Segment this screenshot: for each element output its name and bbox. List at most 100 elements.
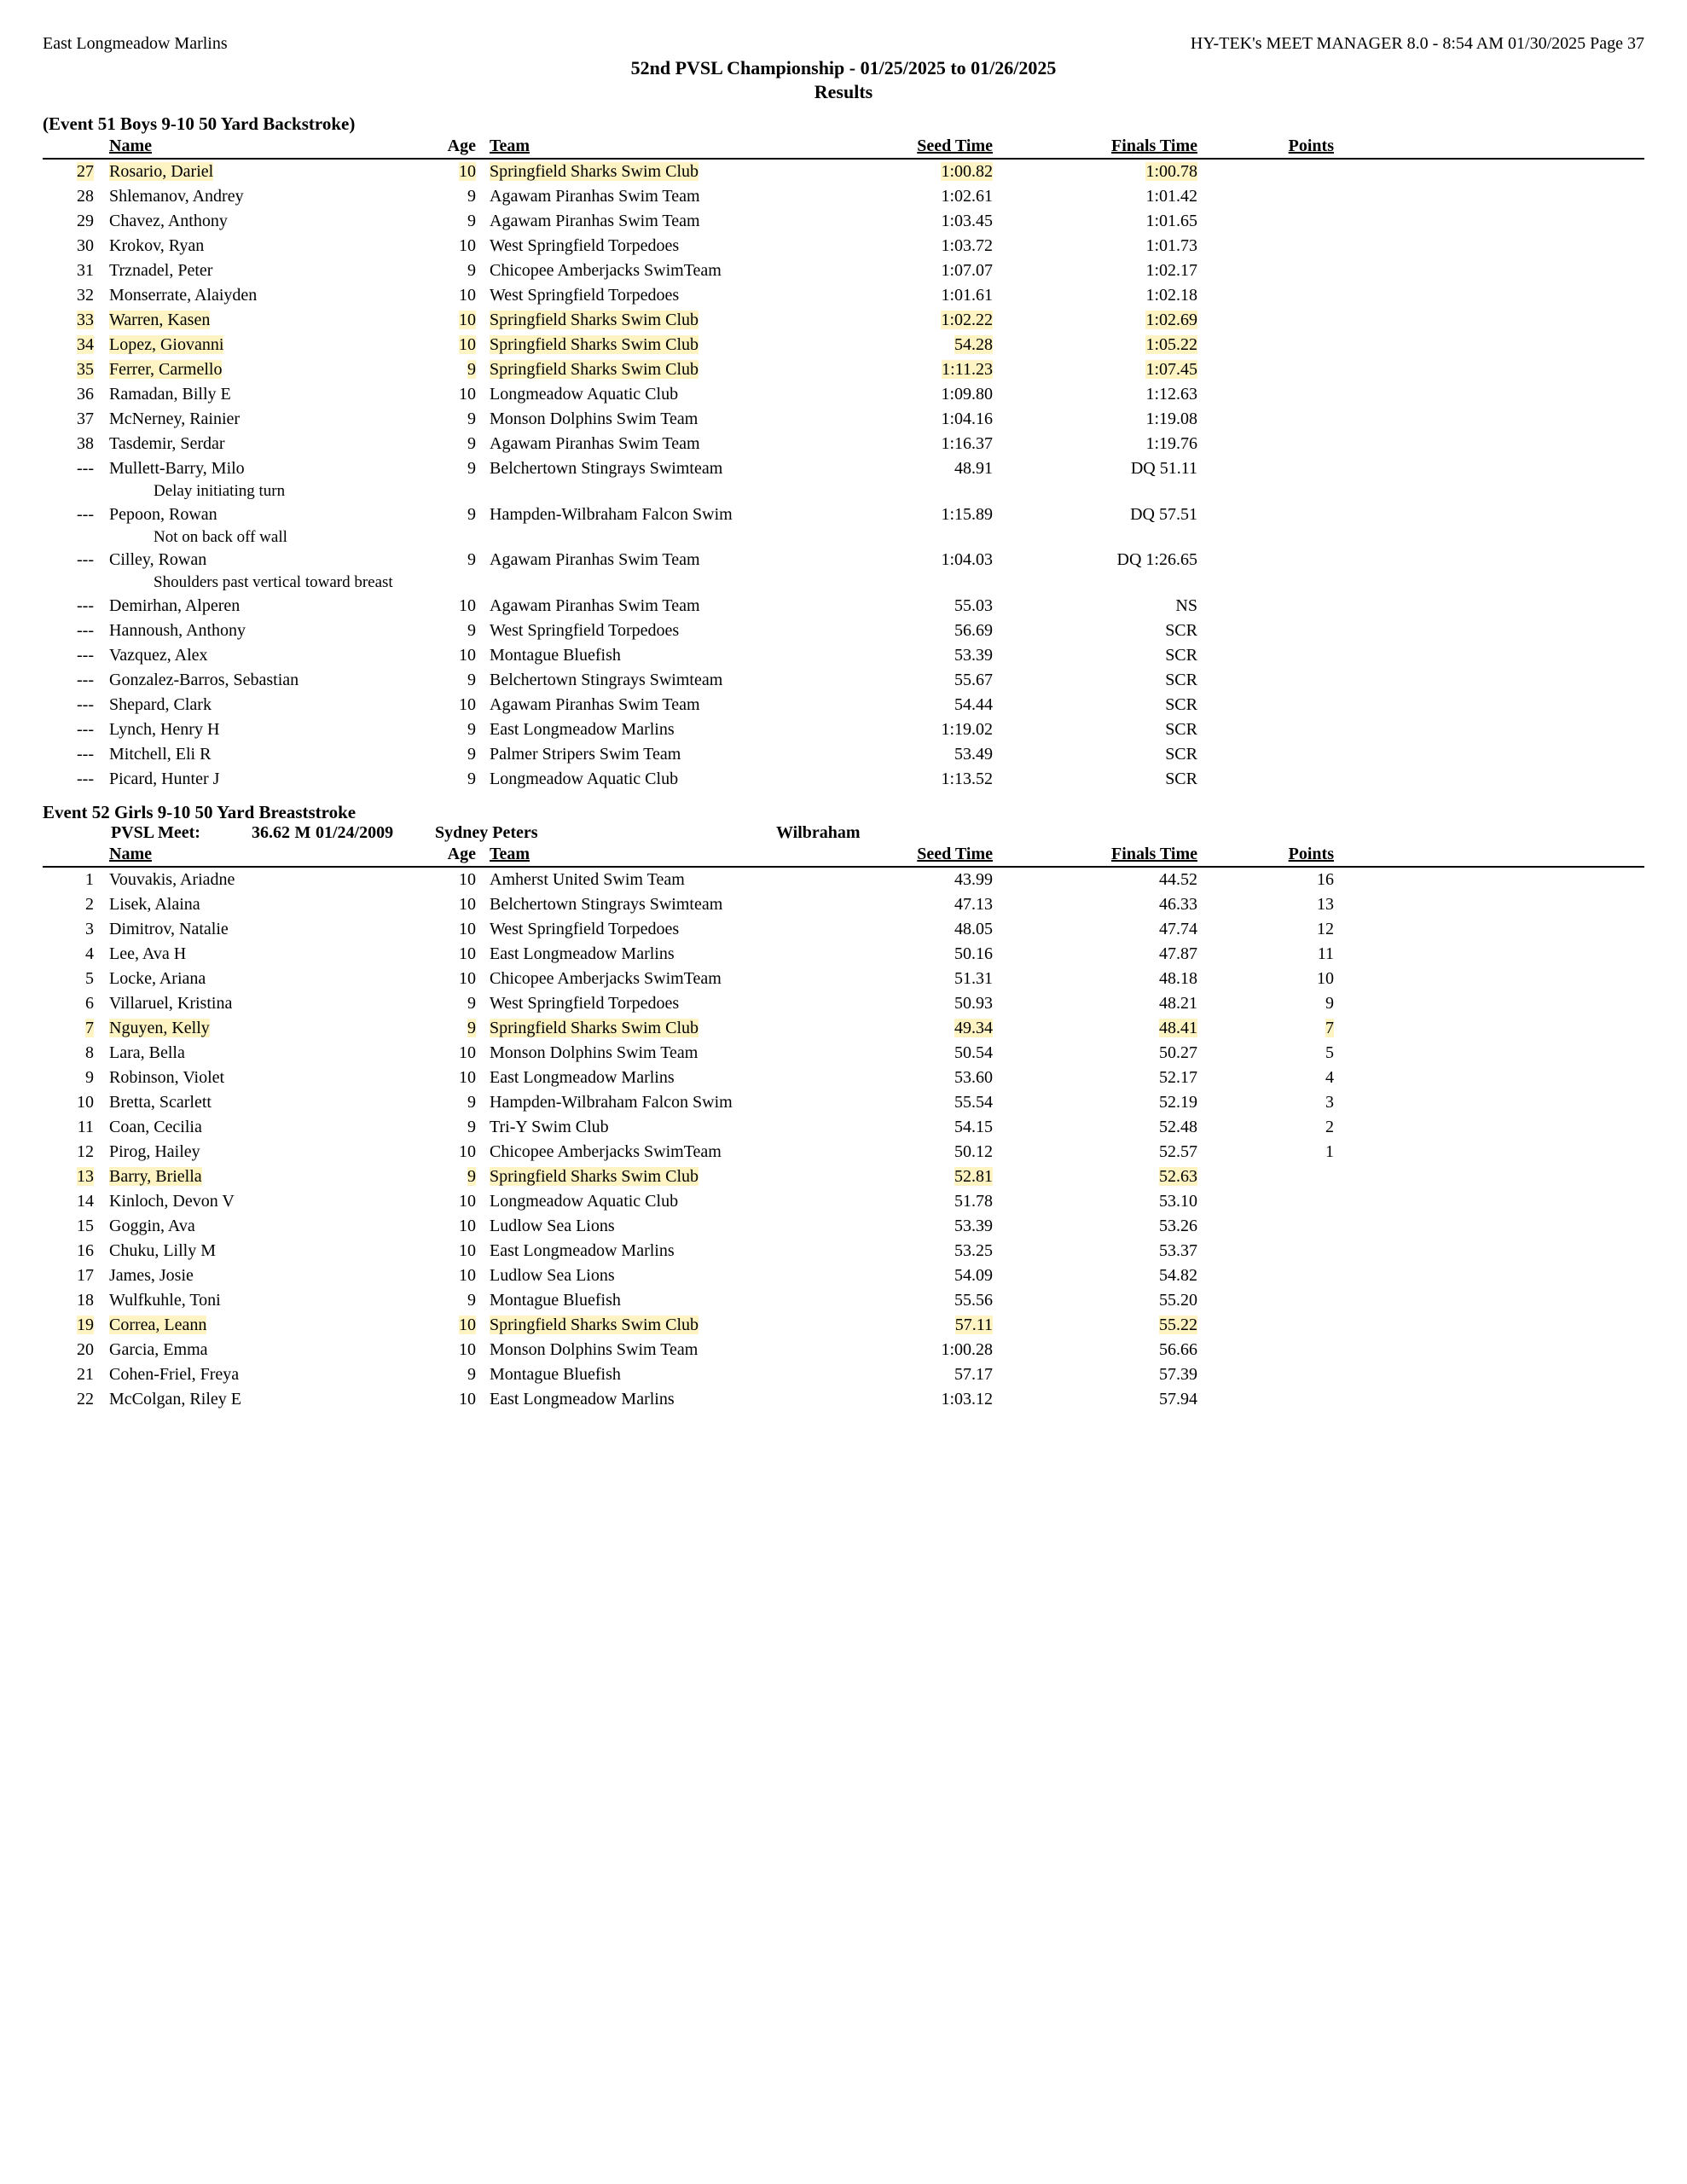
age: 9 <box>425 619 484 643</box>
result-row: 28Shlemanov, Andrey9Agawam Piranhas Swim… <box>43 184 1644 209</box>
swimmer-name: Pirog, Hailey <box>106 1140 425 1165</box>
finals-time: 53.26 <box>1027 1214 1232 1239</box>
place: 11 <box>43 1115 106 1140</box>
result-row: ---Mullett-Barry, Milo9Belchertown Sting… <box>43 456 1644 481</box>
points: 12 <box>1232 917 1342 942</box>
seed-time: 56.69 <box>848 619 1027 643</box>
swimmer-name: Ramadan, Billy E <box>106 382 425 407</box>
team: Montague Bluefish <box>484 643 848 668</box>
seed-time: 1:02.61 <box>848 184 1027 209</box>
seed-time: 55.54 <box>848 1090 1027 1115</box>
seed-time: 53.60 <box>848 1066 1027 1090</box>
hdr-seed: Seed Time <box>848 845 1027 864</box>
team: Monson Dolphins Swim Team <box>484 1041 848 1066</box>
age: 10 <box>425 1313 484 1338</box>
age: 10 <box>425 234 484 258</box>
result-row: 31Trznadel, Peter9Chicopee Amberjacks Sw… <box>43 258 1644 283</box>
finals-time: DQ 57.51 <box>1027 502 1232 527</box>
points: 7 <box>1232 1016 1342 1041</box>
team: Springfield Sharks Swim Club <box>484 333 848 357</box>
points: 5 <box>1232 1041 1342 1066</box>
swimmer-name: Robinson, Violet <box>106 1066 425 1090</box>
age: 10 <box>425 1239 484 1263</box>
swimmer-name: Lynch, Henry H <box>106 717 425 742</box>
finals-time: 1:01.65 <box>1027 209 1232 234</box>
finals-time: 54.82 <box>1027 1263 1232 1288</box>
finals-time: 50.27 <box>1027 1041 1232 1066</box>
seed-time: 55.03 <box>848 594 1027 619</box>
place: --- <box>43 717 106 742</box>
seed-time: 57.11 <box>848 1313 1027 1338</box>
age: 10 <box>425 1387 484 1412</box>
dq-note: Shoulders past vertical toward breast <box>154 572 1644 594</box>
result-row: ---Shepard, Clark10Agawam Piranhas Swim … <box>43 693 1644 717</box>
hdr-seed: Seed Time <box>848 136 1027 156</box>
finals-time: 1:01.42 <box>1027 184 1232 209</box>
finals-time: 48.41 <box>1027 1016 1232 1041</box>
seed-time: 1:15.89 <box>848 502 1027 527</box>
team: East Longmeadow Marlins <box>484 1066 848 1090</box>
result-row: 10Bretta, Scarlett9Hampden-Wilbraham Fal… <box>43 1090 1644 1115</box>
finals-time: 57.94 <box>1027 1387 1232 1412</box>
result-row: 9Robinson, Violet10East Longmeadow Marli… <box>43 1066 1644 1090</box>
place: 17 <box>43 1263 106 1288</box>
place: 8 <box>43 1041 106 1066</box>
seed-time: 53.39 <box>848 1214 1027 1239</box>
swimmer-name: Goggin, Ava <box>106 1214 425 1239</box>
place: 31 <box>43 258 106 283</box>
team: Springfield Sharks Swim Club <box>484 1016 848 1041</box>
age: 10 <box>425 308 484 333</box>
team: Agawam Piranhas Swim Team <box>484 209 848 234</box>
result-row: 32Monserrate, Alaiyden10West Springfield… <box>43 283 1644 308</box>
result-row: 16Chuku, Lilly M10East Longmeadow Marlin… <box>43 1239 1644 1263</box>
place: 28 <box>43 184 106 209</box>
finals-time: 52.19 <box>1027 1090 1232 1115</box>
finals-time: 46.33 <box>1027 892 1232 917</box>
seed-time: 1:00.28 <box>848 1338 1027 1362</box>
result-row: 17James, Josie10Ludlow Sea Lions54.0954.… <box>43 1263 1644 1288</box>
points: 3 <box>1232 1090 1342 1115</box>
place: 14 <box>43 1189 106 1214</box>
seed-time: 1:00.82 <box>848 160 1027 184</box>
seed-time: 50.16 <box>848 942 1027 967</box>
age: 9 <box>425 184 484 209</box>
seed-time: 55.56 <box>848 1288 1027 1313</box>
team: Springfield Sharks Swim Club <box>484 160 848 184</box>
seed-time: 48.91 <box>848 456 1027 481</box>
place: 3 <box>43 917 106 942</box>
swimmer-name: Bretta, Scarlett <box>106 1090 425 1115</box>
age: 10 <box>425 333 484 357</box>
finals-time: 44.52 <box>1027 868 1232 892</box>
age: 9 <box>425 1362 484 1387</box>
team: Montague Bluefish <box>484 1362 848 1387</box>
age: 10 <box>425 1189 484 1214</box>
finals-time: 1:05.22 <box>1027 333 1232 357</box>
seed-time: 54.28 <box>848 333 1027 357</box>
swimmer-name: Demirhan, Alperen <box>106 594 425 619</box>
age: 10 <box>425 1140 484 1165</box>
team: Springfield Sharks Swim Club <box>484 357 848 382</box>
age: 9 <box>425 548 484 572</box>
seed-time: 1:07.07 <box>848 258 1027 283</box>
hdr-points: Points <box>1232 845 1342 864</box>
swimmer-name: Chavez, Anthony <box>106 209 425 234</box>
swimmer-name: Mitchell, Eli R <box>106 742 425 767</box>
finals-time: SCR <box>1027 767 1232 792</box>
swimmer-name: Lee, Ava H <box>106 942 425 967</box>
finals-time: 52.48 <box>1027 1115 1232 1140</box>
team: Agawam Piranhas Swim Team <box>484 693 848 717</box>
age: 10 <box>425 1041 484 1066</box>
team: Springfield Sharks Swim Club <box>484 1165 848 1189</box>
record-time: 36.62 <box>222 823 290 843</box>
age: 9 <box>425 1288 484 1313</box>
place: 37 <box>43 407 106 432</box>
age: 9 <box>425 717 484 742</box>
result-row: 14Kinloch, Devon V10Longmeadow Aquatic C… <box>43 1189 1644 1214</box>
seed-time: 49.34 <box>848 1016 1027 1041</box>
dq-note: Not on back off wall <box>154 527 1644 549</box>
seed-time: 54.15 <box>848 1115 1027 1140</box>
place: --- <box>43 502 106 527</box>
place: 9 <box>43 1066 106 1090</box>
seed-time: 54.44 <box>848 693 1027 717</box>
swimmer-name: Cilley, Rowan <box>106 548 425 572</box>
